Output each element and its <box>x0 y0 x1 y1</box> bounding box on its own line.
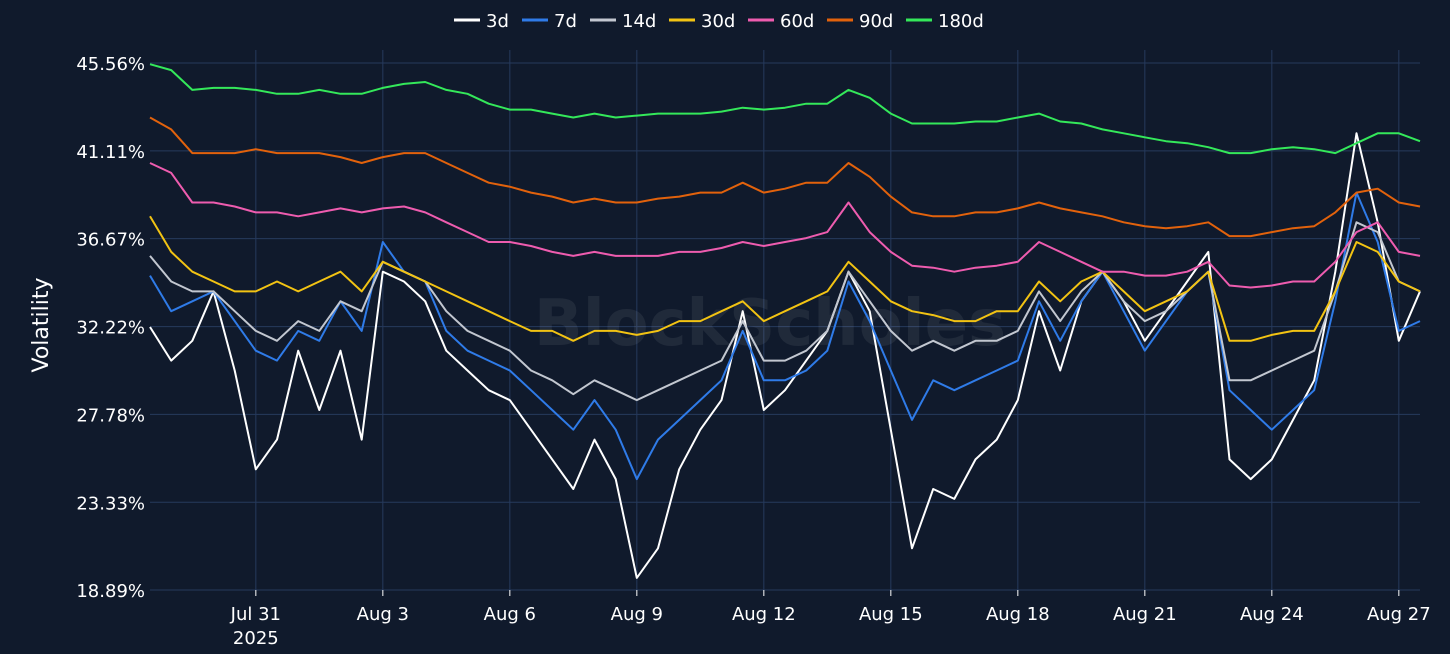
legend-label: 60d <box>780 11 814 32</box>
x-tick-label: Aug 12 <box>732 604 796 625</box>
x-axis: Jul 31 2025 Aug 3 Aug 6 Aug 9 Aug 12 Aug 15 Aug… <box>230 590 1431 649</box>
x-tick-label: Aug 9 <box>611 604 663 625</box>
y-tick-label: 18.89% <box>76 581 145 602</box>
series-line-180d <box>149 63 1421 155</box>
y-tick-label: 32.22% <box>76 318 145 339</box>
legend-item-3d[interactable]: 3d <box>454 11 509 32</box>
x-tick-label: Aug 27 <box>1367 604 1431 625</box>
series-line-60d <box>149 162 1421 289</box>
series-line-3d <box>149 132 1421 579</box>
y-tick-label: 36.67% <box>76 230 145 251</box>
legend-label: 7d <box>554 11 577 32</box>
legend-label: 14d <box>622 11 656 32</box>
legend-item-14d[interactable]: 14d <box>590 11 656 32</box>
legend-item-7d[interactable]: 7d <box>522 11 577 32</box>
y-tick-label: 45.56% <box>76 54 145 75</box>
x-tick-label: Aug 24 <box>1240 604 1304 625</box>
legend-label: 180d <box>938 11 984 32</box>
legend-item-60d[interactable]: 60d <box>748 11 814 32</box>
x-tick-label: Aug 21 <box>1113 604 1177 625</box>
legend-label: 90d <box>859 11 893 32</box>
y-tick-label: 41.11% <box>76 142 145 163</box>
watermark: BlockScholes <box>534 287 1006 361</box>
series-layer <box>149 63 1421 579</box>
y-tick-label: 27.78% <box>76 405 145 426</box>
legend: 3d 7d 14d 30d 60d 90d 180d <box>454 11 984 32</box>
x-tick-label: Aug 15 <box>859 604 923 625</box>
x-tick-label: Jul 31 <box>230 604 281 625</box>
x-tick-label: Aug 3 <box>357 604 409 625</box>
y-tick-label: 23.33% <box>76 493 145 514</box>
grid <box>150 50 1420 591</box>
x-year-label: 2025 <box>233 628 279 649</box>
series-line-90d <box>149 116 1421 238</box>
legend-item-90d[interactable]: 90d <box>827 11 893 32</box>
x-tick-label: Aug 18 <box>986 604 1050 625</box>
y-axis: 18.89% 23.33% 27.78% 32.22% 36.67% 41.11% 45.5… <box>76 54 145 602</box>
y-axis-label: Volatility <box>29 277 54 372</box>
watermark-layer: BlockScholes <box>534 287 1006 361</box>
x-tick-label: Aug 6 <box>484 604 536 625</box>
legend-item-180d[interactable]: 180d <box>906 11 984 32</box>
legend-label: 3d <box>486 11 509 32</box>
legend-label: 30d <box>701 11 735 32</box>
series-line-30d <box>149 215 1421 342</box>
legend-item-30d[interactable]: 30d <box>669 11 735 32</box>
